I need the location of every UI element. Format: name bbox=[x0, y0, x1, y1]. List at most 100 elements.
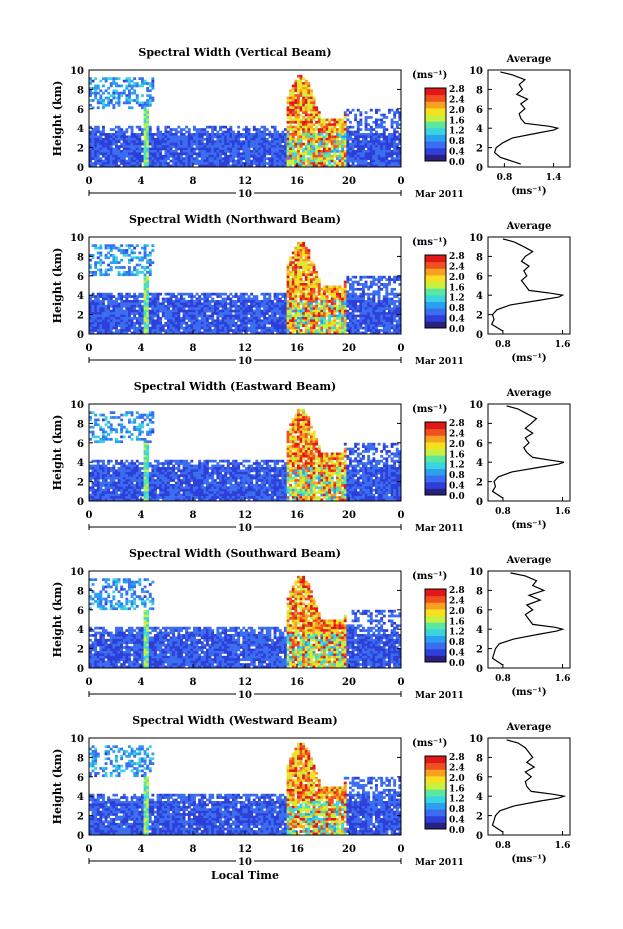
heatmap-cell bbox=[115, 150, 118, 153]
heatmap-cell bbox=[380, 118, 384, 122]
heatmap-cell bbox=[278, 312, 282, 315]
heatmap-cell bbox=[263, 152, 267, 156]
heatmap-cell bbox=[356, 150, 360, 153]
heatmap-cell bbox=[245, 329, 248, 332]
heatmap-cell bbox=[122, 435, 126, 439]
heatmap-cell bbox=[276, 147, 280, 151]
heatmap-cell bbox=[143, 268, 147, 272]
heatmap-cell bbox=[169, 152, 173, 156]
heatmap-cell bbox=[328, 304, 332, 308]
heatmap-cell bbox=[336, 326, 339, 330]
heatmap-cell bbox=[185, 329, 189, 332]
heatmap-cell bbox=[382, 152, 386, 156]
heatmap-cell bbox=[169, 319, 173, 323]
heatmap-cell bbox=[91, 471, 95, 475]
heatmap-cell bbox=[198, 128, 202, 131]
heatmap-cell bbox=[297, 116, 300, 119]
heatmap-cell bbox=[224, 145, 228, 148]
heatmap-cell bbox=[310, 162, 313, 165]
heatmap-cell bbox=[398, 321, 401, 325]
heatmap-cell bbox=[330, 295, 334, 298]
heatmap-cell bbox=[226, 150, 230, 153]
heatmap-cell bbox=[94, 302, 98, 306]
heatmap-cell bbox=[359, 142, 363, 146]
heatmap-cell bbox=[247, 312, 251, 315]
heatmap-cell bbox=[185, 324, 189, 328]
heatmap-cell bbox=[330, 312, 334, 315]
heatmap-cell bbox=[351, 312, 355, 315]
heatmap-cell bbox=[268, 321, 272, 325]
heatmap-cell bbox=[286, 157, 290, 161]
heatmap-cell bbox=[135, 317, 139, 320]
heatmap-cell bbox=[96, 91, 100, 95]
heatmap-cell bbox=[367, 309, 371, 313]
heatmap-cell bbox=[239, 154, 243, 158]
heatmap-cell bbox=[398, 116, 401, 119]
heatmap-cell bbox=[273, 140, 277, 144]
heatmap-cell bbox=[297, 145, 300, 148]
heatmap-cell bbox=[146, 270, 150, 274]
heatmap-cell bbox=[239, 147, 243, 151]
heatmap-cell bbox=[135, 137, 139, 141]
heatmap-cell bbox=[258, 128, 261, 131]
heatmap-cell bbox=[99, 263, 103, 267]
heatmap-cell bbox=[398, 317, 401, 320]
heatmap-cell bbox=[128, 84, 131, 88]
heatmap-cell bbox=[395, 278, 399, 281]
heatmap-cell bbox=[336, 157, 339, 161]
heatmap-cell bbox=[299, 106, 303, 110]
heatmap-cell bbox=[315, 331, 319, 334]
heatmap-cell bbox=[304, 82, 308, 85]
heatmap-cell bbox=[330, 290, 334, 294]
heatmap-cell bbox=[151, 324, 155, 328]
heatmap-cell bbox=[320, 292, 324, 296]
heatmap-cell bbox=[380, 278, 384, 281]
heatmap-cell bbox=[109, 479, 113, 482]
heatmap-cell bbox=[221, 317, 225, 320]
heatmap-cell bbox=[182, 135, 186, 139]
heatmap-cell bbox=[122, 133, 126, 136]
heatmap-cell bbox=[258, 152, 261, 156]
heatmap-cell bbox=[291, 103, 295, 107]
heatmap-cell bbox=[130, 244, 134, 247]
heatmap-cell bbox=[286, 96, 290, 100]
heatmap-cell bbox=[177, 135, 181, 139]
heatmap-cell bbox=[232, 319, 235, 323]
heatmap-cell bbox=[154, 150, 157, 153]
heatmap-cell bbox=[117, 157, 121, 161]
heatmap-cell bbox=[297, 241, 300, 245]
heatmap-cell bbox=[284, 295, 287, 298]
heatmap-cell bbox=[367, 157, 371, 161]
heatmap-cell bbox=[362, 164, 365, 167]
heatmap-cell bbox=[120, 295, 124, 298]
heatmap-cell bbox=[102, 128, 105, 131]
heatmap-cell bbox=[125, 101, 129, 105]
heatmap-cell bbox=[398, 159, 401, 163]
heatmap-cell bbox=[343, 159, 347, 163]
heatmap-cell bbox=[130, 157, 134, 161]
heatmap-cell bbox=[112, 159, 116, 163]
heatmap-cell bbox=[174, 142, 178, 146]
heatmap-cell bbox=[367, 135, 371, 139]
heatmap-cell bbox=[125, 147, 129, 151]
heatmap-cell bbox=[341, 290, 345, 294]
heatmap-cell bbox=[297, 89, 300, 93]
heatmap-cell bbox=[304, 86, 308, 90]
heatmap-cell bbox=[310, 314, 313, 318]
heatmap-cell bbox=[341, 326, 345, 330]
heatmap-cell bbox=[312, 290, 316, 294]
heatmap-cell bbox=[203, 292, 207, 296]
heatmap-cell bbox=[141, 321, 144, 325]
heatmap-cell bbox=[172, 321, 176, 325]
heatmap-cell bbox=[141, 270, 144, 274]
heatmap-cell bbox=[89, 86, 92, 90]
heatmap-cell bbox=[128, 326, 131, 330]
heatmap-cell bbox=[177, 307, 181, 311]
heatmap-cell bbox=[315, 164, 319, 167]
heatmap-cell bbox=[328, 118, 332, 122]
heatmap-cell bbox=[89, 157, 92, 161]
heatmap-cell bbox=[385, 324, 389, 328]
heatmap-cell bbox=[284, 133, 287, 136]
heatmap-cell bbox=[216, 152, 220, 156]
heatmap-cell bbox=[320, 297, 324, 301]
